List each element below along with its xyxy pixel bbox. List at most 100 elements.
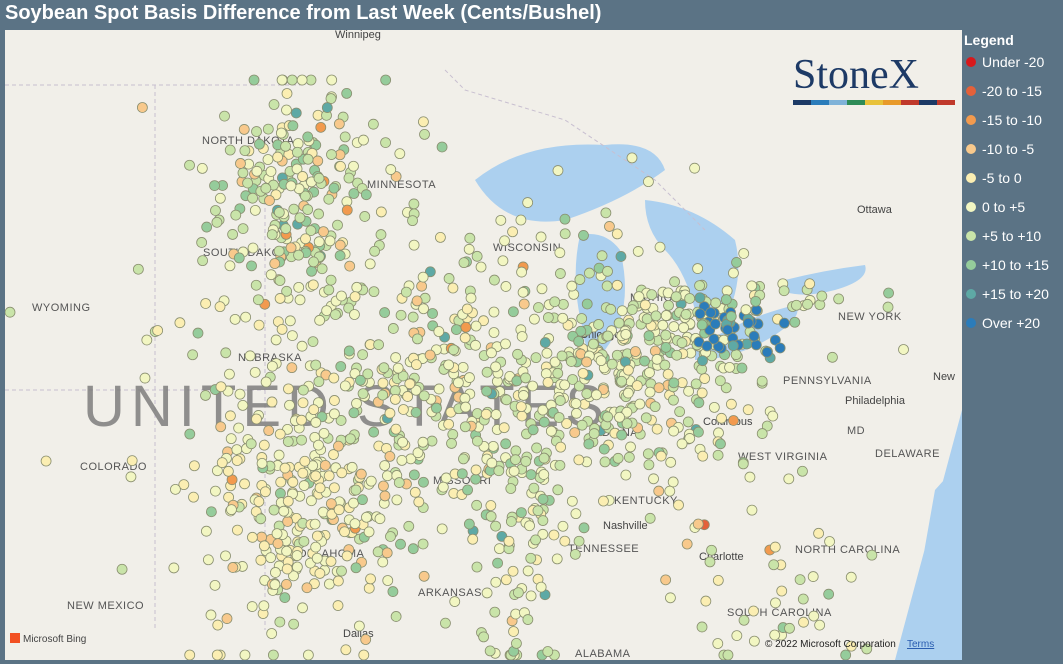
location-dot[interactable] <box>232 524 243 536</box>
location-dot[interactable] <box>188 460 200 472</box>
location-dot[interactable] <box>287 476 299 488</box>
location-dot[interactable] <box>774 342 786 354</box>
location-dot[interactable] <box>305 225 317 237</box>
location-dot[interactable] <box>196 162 208 174</box>
location-dot[interactable] <box>294 212 306 224</box>
location-dot[interactable] <box>174 317 186 329</box>
location-dot[interactable] <box>266 396 278 408</box>
location-dot[interactable] <box>845 640 857 652</box>
location-dot[interactable] <box>225 433 237 445</box>
location-dot[interactable] <box>407 543 419 555</box>
location-dot[interactable] <box>494 543 505 555</box>
location-dot[interactable] <box>552 165 564 176</box>
location-dot[interactable] <box>211 465 223 477</box>
location-dot[interactable] <box>385 164 397 175</box>
location-dot[interactable] <box>372 546 384 558</box>
location-dot[interactable] <box>244 350 256 362</box>
location-dot[interactable] <box>833 293 845 305</box>
location-dot[interactable] <box>358 134 369 146</box>
location-dot[interactable] <box>400 286 412 298</box>
location-dot[interactable] <box>660 341 672 353</box>
location-dot[interactable] <box>581 298 593 310</box>
location-dot[interactable] <box>272 538 284 549</box>
location-dot[interactable] <box>527 380 539 392</box>
location-dot[interactable] <box>333 504 345 516</box>
location-dot[interactable] <box>260 486 271 498</box>
location-dot[interactable] <box>242 177 253 189</box>
location-dot[interactable] <box>602 330 614 342</box>
location-dot[interactable] <box>139 372 151 384</box>
location-dot[interactable] <box>312 155 324 167</box>
location-dot[interactable] <box>314 314 326 326</box>
location-dot[interactable] <box>599 456 611 468</box>
location-dot[interactable] <box>649 401 661 413</box>
location-dot[interactable] <box>710 297 722 309</box>
location-dot[interactable] <box>488 306 500 318</box>
location-dot[interactable] <box>744 471 756 483</box>
location-dot[interactable] <box>536 283 548 295</box>
location-dot[interactable] <box>274 293 286 304</box>
location-dot[interactable] <box>616 305 628 317</box>
location-dot[interactable] <box>141 334 153 346</box>
location-dot[interactable] <box>648 473 659 485</box>
location-dot[interactable] <box>233 422 245 434</box>
location-dot[interactable] <box>424 349 436 361</box>
location-dot[interactable] <box>545 425 557 437</box>
location-dot[interactable] <box>285 242 297 254</box>
location-dot[interactable] <box>379 460 391 471</box>
location-dot[interactable] <box>209 579 221 591</box>
location-dot[interactable] <box>681 538 693 550</box>
location-dot[interactable] <box>363 582 375 594</box>
location-dot[interactable] <box>640 412 652 424</box>
location-dot[interactable] <box>281 88 293 99</box>
location-dot[interactable] <box>542 312 554 323</box>
location-dot[interactable] <box>229 313 241 325</box>
location-dot[interactable] <box>539 337 551 348</box>
location-dot[interactable] <box>570 508 582 520</box>
location-dot[interactable] <box>700 595 712 607</box>
location-dot[interactable] <box>345 433 356 445</box>
location-dot[interactable] <box>381 547 393 559</box>
location-dot[interactable] <box>668 321 680 332</box>
location-dot[interactable] <box>501 394 512 406</box>
location-dot[interactable] <box>348 160 359 172</box>
location-dot[interactable] <box>578 230 589 241</box>
location-dot[interactable] <box>5 306 16 318</box>
location-dot[interactable] <box>297 384 309 396</box>
location-dot[interactable] <box>419 129 430 140</box>
location-dot[interactable] <box>214 192 226 204</box>
location-dot[interactable] <box>623 451 635 463</box>
location-dot[interactable] <box>223 491 234 503</box>
location-dot[interactable] <box>573 535 585 547</box>
location-dot[interactable] <box>646 289 658 301</box>
location-dot[interactable] <box>470 339 481 351</box>
location-dot[interactable] <box>253 319 265 331</box>
location-dot[interactable] <box>507 226 518 238</box>
location-dot[interactable] <box>486 457 498 469</box>
legend-item[interactable]: -15 to -10 <box>964 112 1049 141</box>
location-dot[interactable] <box>663 299 674 311</box>
location-dot[interactable] <box>737 458 749 470</box>
location-dot[interactable] <box>783 473 795 485</box>
location-dot[interactable] <box>205 506 217 518</box>
location-dot[interactable] <box>282 516 294 527</box>
location-dot[interactable] <box>554 247 566 259</box>
location-dot[interactable] <box>275 488 286 499</box>
location-dot[interactable] <box>255 554 267 566</box>
location-dot[interactable] <box>390 352 402 363</box>
location-dot[interactable] <box>748 635 760 647</box>
location-dot[interactable] <box>268 504 280 516</box>
location-dot[interactable] <box>530 352 542 364</box>
location-dot[interactable] <box>362 368 374 380</box>
location-dot[interactable] <box>288 618 300 630</box>
location-dot[interactable] <box>549 356 561 368</box>
location-dot[interactable] <box>329 395 340 406</box>
location-dot[interactable] <box>326 74 338 86</box>
location-dot[interactable] <box>532 505 544 517</box>
location-dot[interactable] <box>384 451 396 462</box>
location-dot[interactable] <box>328 182 340 194</box>
location-dot[interactable] <box>443 418 455 430</box>
location-dot[interactable] <box>275 127 287 139</box>
location-dot[interactable] <box>485 500 497 511</box>
location-dot[interactable] <box>297 602 308 614</box>
